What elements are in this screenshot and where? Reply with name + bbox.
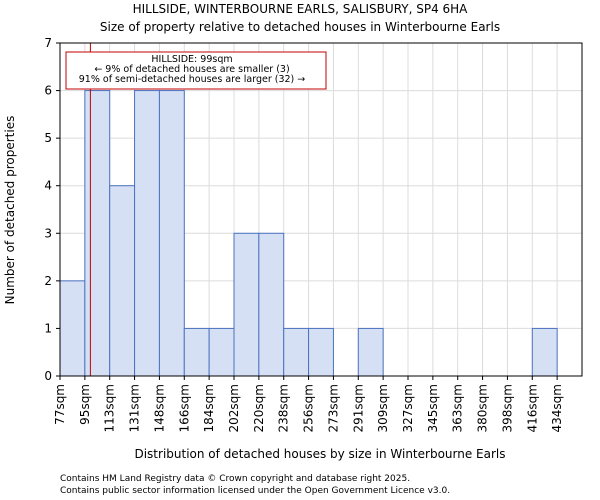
bar: [109, 185, 136, 377]
y-tick-label: 6: [44, 84, 52, 98]
x-tick-label: 184sqm: [202, 384, 216, 432]
bar: [531, 327, 558, 377]
x-tick-label: 434sqm: [550, 384, 564, 432]
x-tick-label: 291sqm: [351, 384, 365, 432]
x-tick-label: 77sqm: [53, 384, 67, 425]
chart-subtitle: Size of property relative to detached ho…: [100, 20, 500, 34]
x-tick-label: 113sqm: [103, 384, 117, 432]
x-tick-label: 363sqm: [451, 384, 465, 432]
x-tick-label: 95sqm: [78, 384, 92, 425]
x-tick-label: 327sqm: [401, 384, 415, 432]
bar: [134, 90, 160, 377]
bar: [183, 327, 210, 377]
y-tick-label: 7: [44, 36, 52, 50]
x-tick-label: 380sqm: [476, 384, 490, 432]
annotation-box-frame: [65, 51, 327, 90]
y-tick-label: 5: [44, 131, 52, 145]
x-tick-label: 309sqm: [376, 384, 390, 432]
bars: [59, 90, 558, 377]
x-axis-label: Distribution of detached houses by size …: [134, 447, 505, 461]
y-tick-label: 2: [44, 274, 52, 288]
x-tick-label: 345sqm: [426, 384, 440, 432]
x-tick-label: 220sqm: [252, 384, 266, 432]
bar: [233, 232, 260, 377]
bar: [84, 90, 111, 377]
bar: [357, 327, 384, 377]
bar: [283, 327, 310, 377]
annotation-box: HILLSIDE: 99sqm ← 9% of detached houses …: [65, 51, 327, 90]
bar: [158, 90, 185, 377]
annotation-larger: 91% of semi-detached houses are larger (…: [79, 74, 306, 85]
y-tick-label: 1: [44, 321, 52, 335]
x-tick-label: 416sqm: [525, 384, 539, 432]
bar: [208, 327, 235, 377]
bar: [308, 327, 334, 377]
bar: [59, 280, 86, 377]
footer-line-1: Contains HM Land Registry data © Crown c…: [60, 474, 410, 484]
footer-line-2: Contains public sector information licen…: [60, 486, 450, 496]
y-tick-label: 0: [44, 369, 52, 383]
chart-title: HILLSIDE, WINTERBOURNE EARLS, SALISBURY,…: [133, 2, 469, 16]
x-tick-label: 238sqm: [277, 384, 291, 432]
annotation-smaller: ← 9% of detached houses are smaller (3): [94, 64, 289, 75]
y-tick-label: 4: [44, 179, 52, 193]
annotation-title: HILLSIDE: 99sqm: [151, 54, 232, 65]
x-tick-label: 202sqm: [227, 384, 241, 432]
y-axis-label: Number of detached properties: [3, 116, 17, 305]
y-tick-label: 3: [44, 226, 52, 240]
x-tick-label: 398sqm: [500, 384, 514, 432]
x-tick-label: 131sqm: [128, 384, 142, 432]
x-tick-label: 148sqm: [152, 384, 166, 432]
x-tick-label: 166sqm: [177, 384, 191, 432]
plot-frame: [59, 42, 583, 377]
x-tick-label: 256sqm: [302, 384, 316, 432]
x-tick-label: 273sqm: [326, 384, 340, 432]
bar: [258, 232, 285, 377]
x-axis-ticks: 77sqm 95sqm 113sqm 131sqm 148sqm 166sqm 184sqm…: [53, 376, 564, 432]
y-axis-ticks: 0 1 2 3 4 5 6 7: [44, 36, 60, 383]
